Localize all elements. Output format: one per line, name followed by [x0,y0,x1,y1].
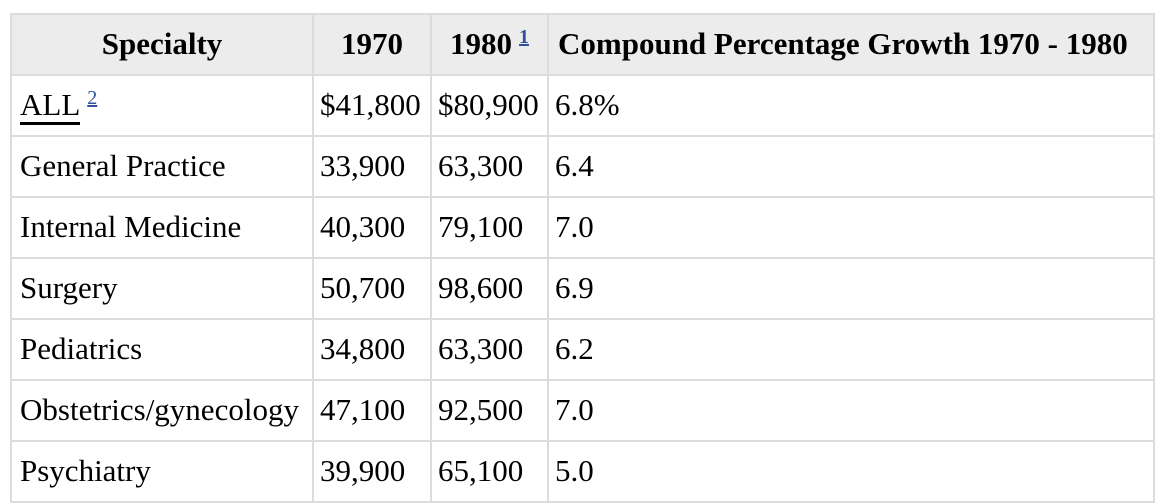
column-header-1970-label: 1970 [341,26,403,62]
earnings-table-container: Specialty 1970 1980 1 Compound Percentage… [10,13,1155,503]
specialty-cell: Pediatrics [10,318,314,381]
all-specialties-link[interactable]: ALL [20,87,81,126]
value-1970-cell: 47,100 [312,379,432,442]
column-header-1970: 1970 [312,13,432,76]
specialty-cell: Internal Medicine [10,196,314,259]
footnote-2-superscript: 2 [87,87,97,109]
table-row-obstetrics-gynecology: Obstetrics/gynecology 47,100 92,500 7.0 [10,379,1155,442]
value-1980-cell: 65,100 [430,440,549,503]
table-row-all: ALL 2 $41,800 $80,900 6.8% [10,74,1155,137]
footnote-2-link[interactable]: 2 [87,87,98,110]
value-1970-cell: $41,800 [312,74,432,137]
value-1970-cell: 40,300 [312,196,432,259]
specialty-cell: Psychiatry [10,440,314,503]
growth-cell: 6.8% [547,74,1155,137]
growth-cell: 6.4 [547,135,1155,198]
column-header-1980: 1980 1 [430,13,549,76]
value-1970-cell: 34,800 [312,318,432,381]
column-header-specialty: Specialty [10,13,314,76]
value-1980-cell: 63,300 [430,135,549,198]
specialty-cell: General Practice [10,135,314,198]
specialty-cell: Surgery [10,257,314,320]
specialty-cell: Obstetrics/gynecology [10,379,314,442]
value-1970-cell: 33,900 [312,135,432,198]
specialty-cell: ALL 2 [10,74,314,137]
growth-cell: 6.2 [547,318,1155,381]
growth-cell: 7.0 [547,379,1155,442]
value-1980-cell: 79,100 [430,196,549,259]
table-row-general-practice: General Practice 33,900 63,300 6.4 [10,135,1155,198]
growth-cell: 6.9 [547,257,1155,320]
table-row-psychiatry: Psychiatry 39,900 65,100 5.0 [10,440,1155,503]
column-header-1980-label: 1980 [450,26,512,62]
value-1980-cell: $80,900 [430,74,549,137]
header-row: Specialty 1970 1980 1 Compound Percentage… [10,13,1155,76]
column-header-growth-label: Compound Percentage Growth 1970 - 1980 [558,26,1128,62]
growth-cell: 7.0 [547,196,1155,259]
table-row-pediatrics: Pediatrics 34,800 63,300 6.2 [10,318,1155,381]
column-header-growth: Compound Percentage Growth 1970 - 1980 [547,13,1155,76]
value-1970-cell: 50,700 [312,257,432,320]
earnings-by-specialty-table: Specialty 1970 1980 1 Compound Percentage… [10,13,1155,503]
value-1980-cell: 63,300 [430,318,549,381]
column-header-specialty-label: Specialty [101,26,223,62]
footnote-1-superscript: 1 [519,26,529,48]
table-row-surgery: Surgery 50,700 98,600 6.9 [10,257,1155,320]
value-1980-cell: 98,600 [430,257,549,320]
footnote-1-link[interactable]: 1 [519,26,529,49]
value-1970-cell: 39,900 [312,440,432,503]
value-1980-cell: 92,500 [430,379,549,442]
growth-cell: 5.0 [547,440,1155,503]
table-row-internal-medicine: Internal Medicine 40,300 79,100 7.0 [10,196,1155,259]
